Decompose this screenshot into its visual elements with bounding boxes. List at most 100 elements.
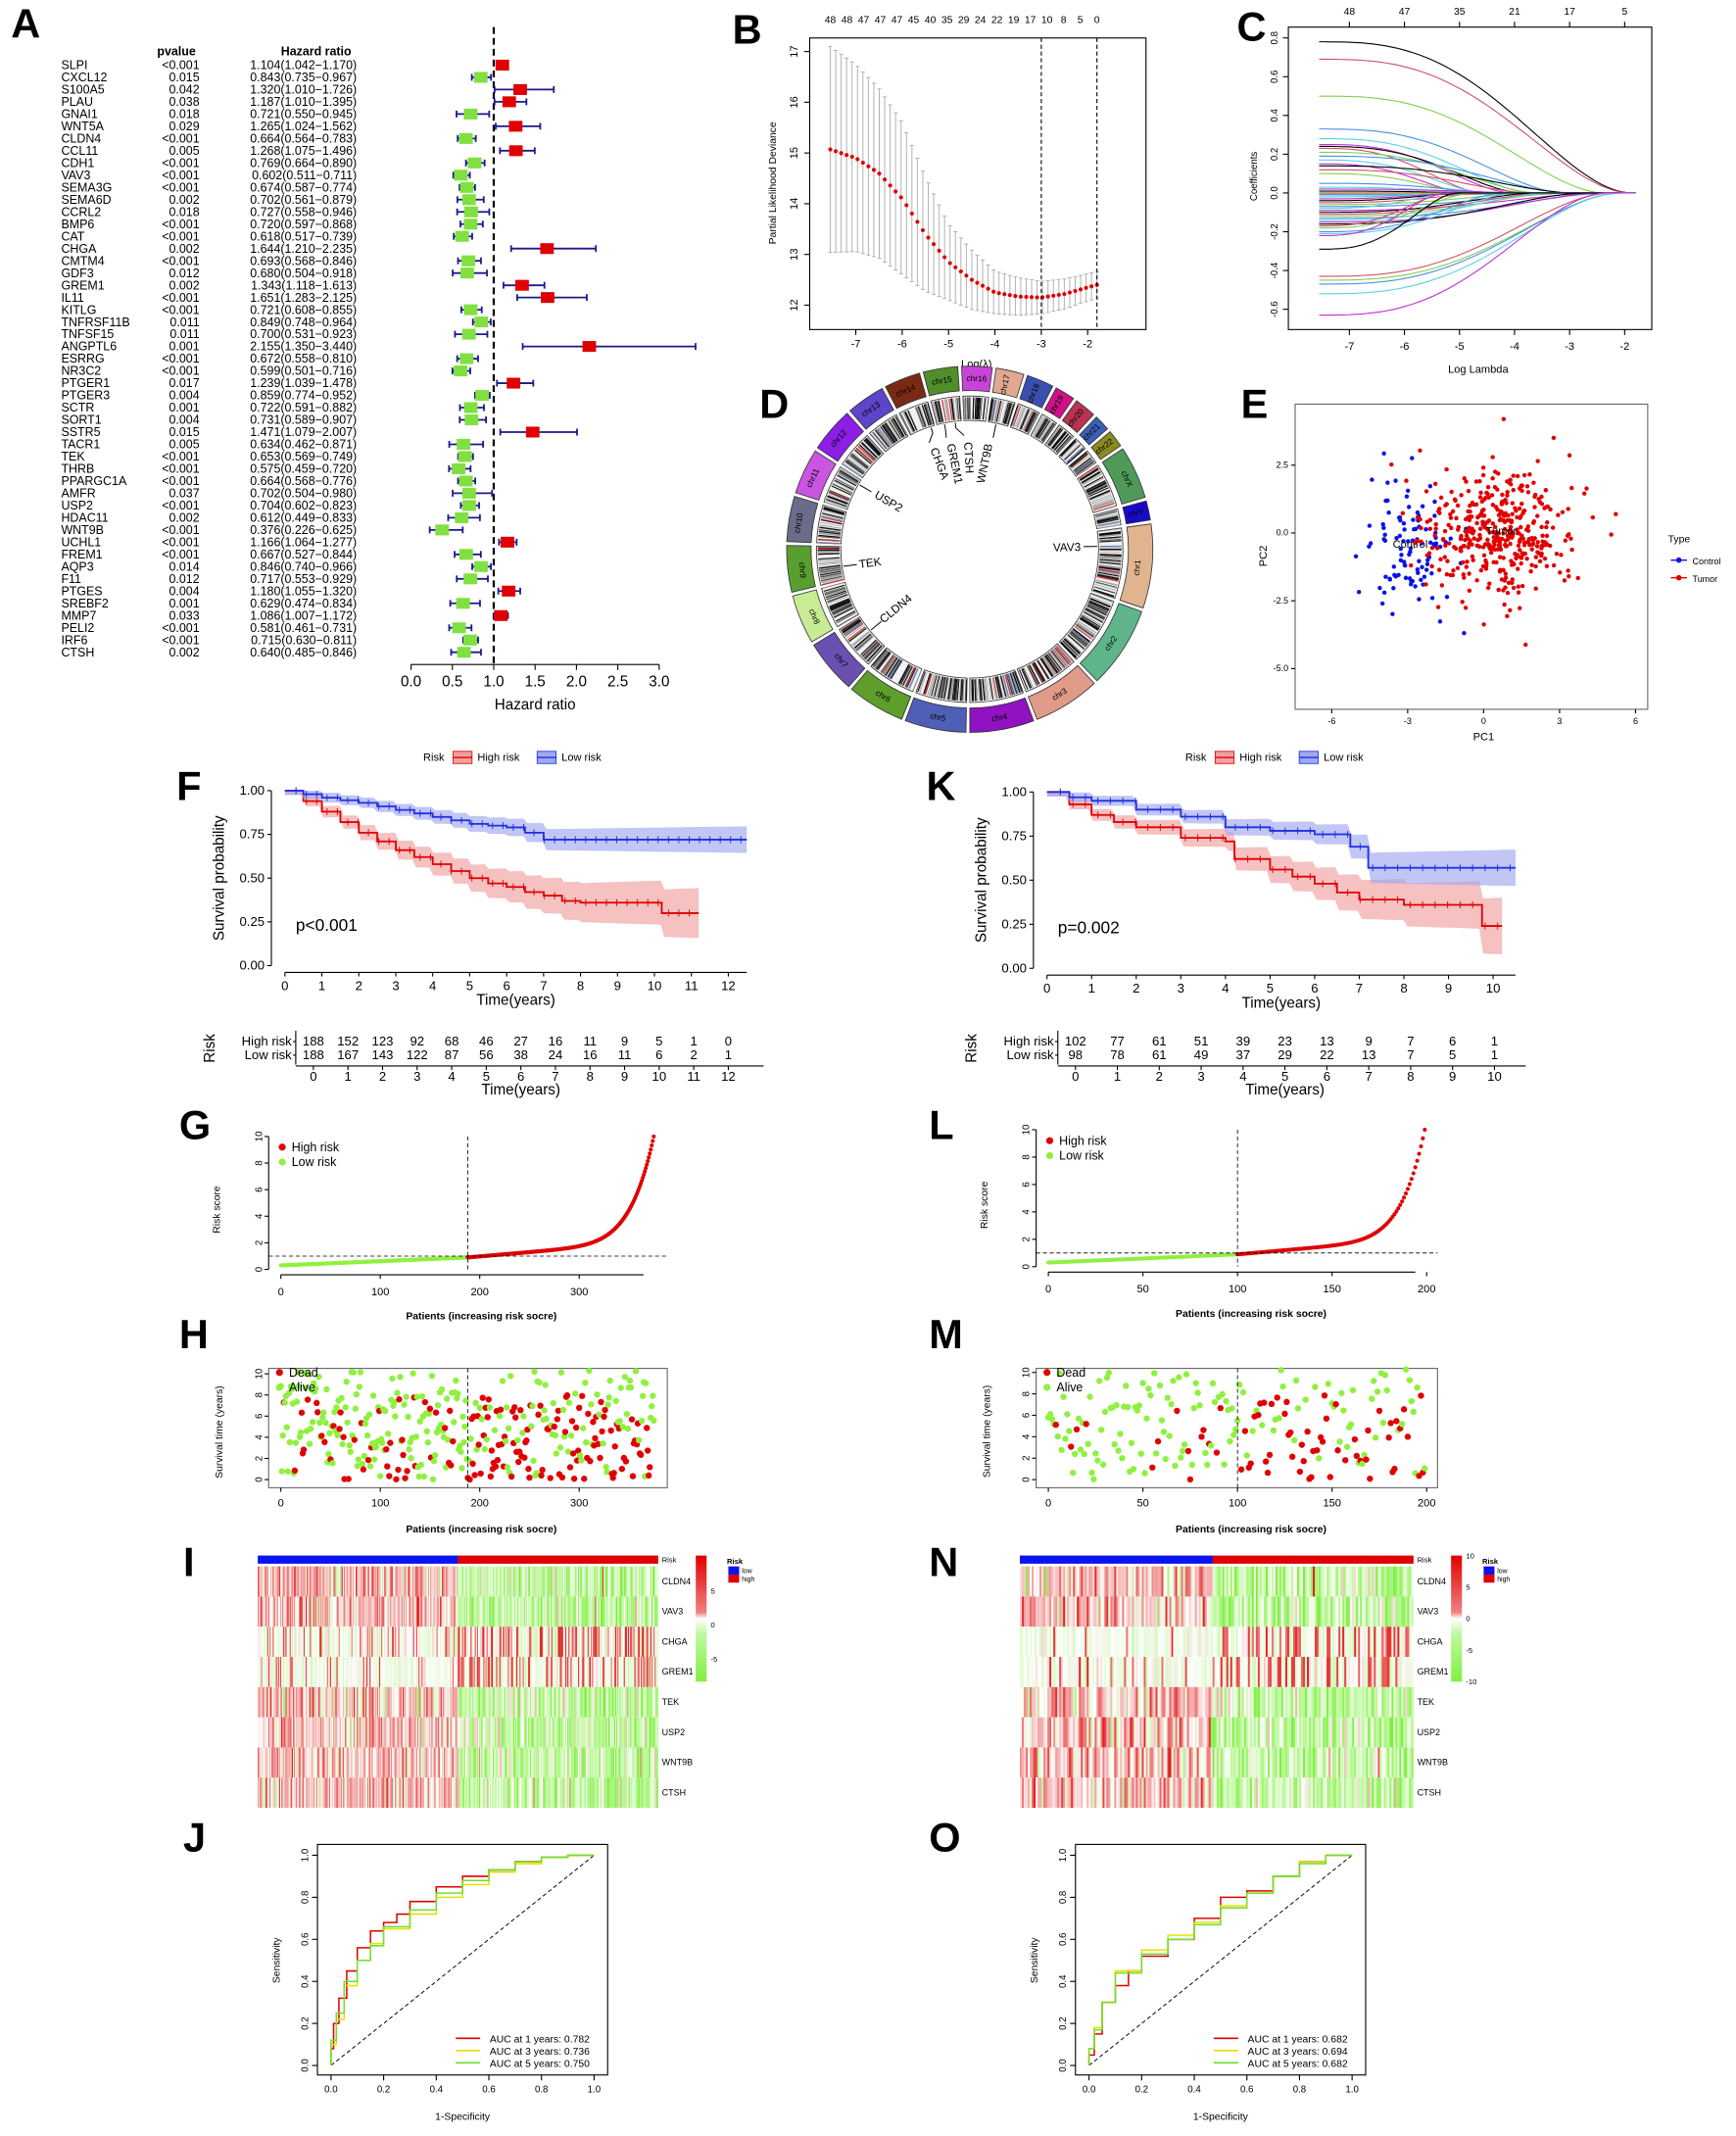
chromosome-segment [1043,387,1075,419]
pca-point-tumor [1474,520,1479,526]
cytoband [918,671,927,693]
alive-point [1168,1400,1175,1408]
pca-point-tumor [1498,547,1504,552]
dead-point [450,1437,457,1445]
pca-point-tumor [1458,535,1464,541]
coefficient-path [1319,192,1636,285]
alive-point [1239,1388,1247,1396]
dead-point [477,1470,484,1478]
x-axis-label: Patients (increasing risk socre) [1176,1309,1326,1320]
pca-point-tumor [1481,507,1486,512]
pca-point-tumor [1475,537,1480,543]
gene-name: VAV3 [61,169,90,182]
alive-point [323,1385,330,1393]
at-risk-count: 143 [372,1047,394,1062]
cytoband [881,424,895,444]
pca-point-tumor [1470,514,1474,519]
at-risk-count: 0 [725,1034,732,1048]
pca-point-tumor [1490,476,1495,481]
top-label: 35 [941,16,953,26]
cytoband [1068,633,1086,649]
hazard-ratio-box [501,536,514,548]
alive-point [600,1440,606,1447]
alive-point [281,1399,288,1406]
cytoband [871,649,888,666]
cytoband [820,571,843,577]
deviance-point [980,283,986,288]
p-value: 0.004 [169,584,200,598]
pca-point-control [1377,585,1382,591]
alive-point [478,1416,485,1423]
high-risk-point [650,1142,654,1147]
cytoband [1011,405,1020,427]
cytoband [898,664,910,685]
hazard-ratio-box [474,316,489,328]
hazard-ratio-box [461,255,475,267]
cytoband [883,423,896,443]
dead-point [611,1443,618,1450]
x-tick-label: 0 [281,978,288,993]
pca-point-control [1397,533,1403,539]
alive-point [617,1384,624,1391]
pca-point-tumor [1485,537,1490,543]
alive-point [342,1404,349,1411]
alive-point [1279,1383,1286,1390]
cytoband [1035,417,1048,438]
cytoband [828,493,849,502]
cytoband [925,404,933,425]
cytoband [845,624,865,639]
pca-point-control [1380,521,1385,527]
x-tick-label: -3 [1565,341,1574,353]
cytoband [964,397,966,419]
hazard-ratio-text: 0.846(0.740−0.966) [250,559,357,573]
p-value: <0.001 [162,474,199,488]
cytoband [834,479,854,491]
legend-label: Low risk [1059,1149,1104,1163]
pca-point-tumor [1567,573,1571,579]
group-label: Control [1393,539,1428,551]
cytoband [886,421,898,441]
alive-point [461,1423,468,1431]
cytoband [1052,431,1068,450]
cytoband [844,622,863,636]
cytoband [818,529,842,534]
y-tick-label: 8 [1022,1391,1033,1396]
cytoband [924,404,933,425]
cytoband [972,397,975,419]
cytoband [1012,671,1021,693]
pca-point-tumor [1539,502,1545,507]
pca-point-tumor [1475,543,1480,549]
at-risk-count: 1 [1491,1047,1498,1062]
alive-point [1085,1440,1091,1447]
dead-point [601,1413,607,1421]
pca-point-tumor [1526,536,1532,542]
pca-point-tumor [1529,562,1534,567]
p-value: 0.014 [169,559,200,573]
cytoband [982,398,987,420]
pca-point-tumor [1400,510,1406,516]
cytoband [820,573,843,579]
alive-point [1151,1370,1158,1377]
table-x-tick-label: 12 [721,1069,736,1084]
cytoband [1093,589,1115,597]
x-tick-label: 200 [1418,1498,1435,1510]
hazard-ratio-text: 0.575(0.459−0.720) [250,462,357,476]
y-tick-label: -0.4 [1270,262,1280,278]
alive-point [502,1437,509,1445]
hazard-ratio-text: 1.268(1.075−1.496) [250,144,357,158]
pvalue-header: pvalue [157,45,195,59]
cytoband [817,552,840,555]
deviance-point [904,203,909,208]
cytoband [874,650,889,668]
cytoband [880,654,893,672]
hazard-ratio-text: 0.722(0.591−0.882) [250,401,357,414]
hazard-ratio-text: 0.720(0.597−0.868) [250,218,357,231]
cytoband [1040,657,1054,677]
cytoband [825,590,847,599]
x-tick-label: 1.0 [483,673,504,690]
pca-point-tumor [1519,524,1523,530]
pca-point-tumor [1491,559,1496,565]
cytoband [1028,664,1039,685]
cytoband [1064,637,1082,654]
dead-point [547,1475,554,1481]
